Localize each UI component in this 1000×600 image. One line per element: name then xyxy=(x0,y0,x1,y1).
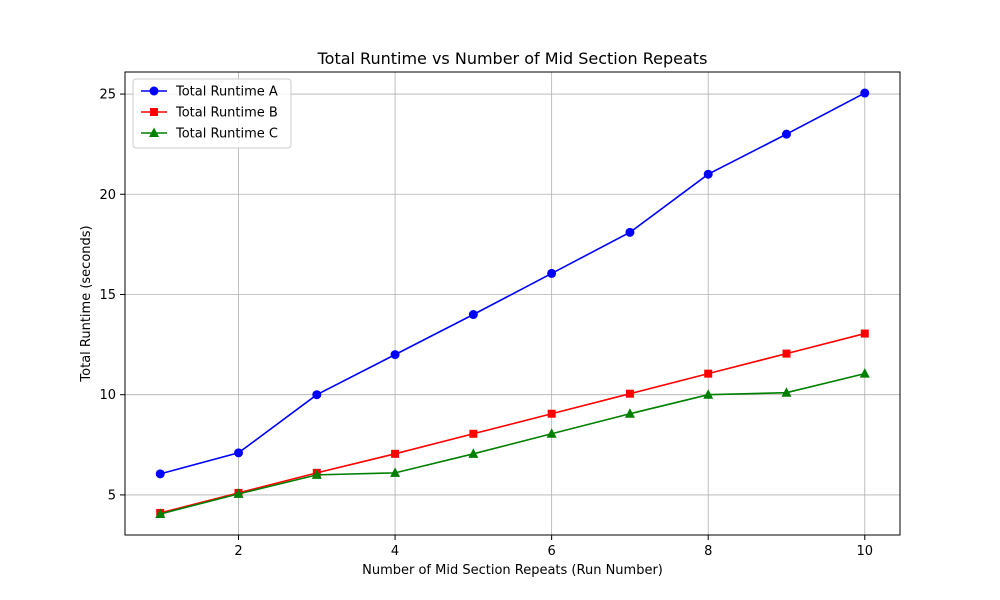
legend-label: Total Runtime A xyxy=(175,85,278,100)
y-tick-label: 15 xyxy=(99,288,116,303)
data-point xyxy=(625,227,635,237)
data-point xyxy=(390,467,401,477)
data-point xyxy=(781,387,792,397)
x-axis-label: Number of Mid Section Repeats (Run Numbe… xyxy=(362,563,663,578)
data-point xyxy=(469,429,478,438)
legend-item: Total Runtime A xyxy=(141,85,278,100)
data-point xyxy=(703,169,713,179)
x-tick-label: 10 xyxy=(856,544,873,559)
data-point xyxy=(782,349,791,358)
series-line xyxy=(160,332,865,514)
data-point xyxy=(311,469,322,479)
data-point xyxy=(233,488,244,498)
legend-item: Total Runtime C xyxy=(141,127,278,142)
data-point xyxy=(155,469,165,479)
series-3 xyxy=(155,368,870,518)
grid xyxy=(125,72,900,535)
series-1 xyxy=(155,88,870,479)
chart-title: Total Runtime vs Number of Mid Section R… xyxy=(317,49,708,68)
y-axis-label: Total Runtime (seconds) xyxy=(79,225,94,382)
data-point xyxy=(624,408,635,418)
data-point xyxy=(781,129,791,139)
data-point xyxy=(703,389,714,399)
data-point xyxy=(468,310,478,320)
x-tick-label: 2 xyxy=(234,544,242,559)
data-point xyxy=(860,88,870,98)
data-point xyxy=(234,448,244,458)
data-point xyxy=(704,369,713,378)
data-point xyxy=(468,448,479,458)
y-tick-label: 5 xyxy=(108,488,116,503)
legend-marker xyxy=(149,127,159,137)
data-point xyxy=(155,508,166,518)
legend-item: Total Runtime B xyxy=(141,106,278,121)
data-point xyxy=(625,389,634,398)
data-point xyxy=(859,368,870,378)
data-point xyxy=(391,449,400,458)
legend-marker xyxy=(149,86,159,96)
data-point xyxy=(547,268,557,278)
legend-box xyxy=(132,78,292,149)
series-line xyxy=(160,92,866,475)
data-point xyxy=(547,409,556,418)
series-line xyxy=(160,372,865,515)
legend: Total Runtime A Total Runtime B Total Runt… xyxy=(132,78,292,149)
y-tick-label: 25 xyxy=(99,88,116,103)
series-lines xyxy=(155,88,870,518)
data-point xyxy=(860,329,869,338)
x-tick-label: 4 xyxy=(391,544,399,559)
axis-ticks: 2 4 6 8 10 5 10 15 20 25 xyxy=(99,88,873,559)
x-tick-label: 8 xyxy=(704,544,712,559)
legend-marker xyxy=(150,108,158,116)
legend-label: Total Runtime C xyxy=(175,127,278,142)
legend-label: Total Runtime B xyxy=(175,106,278,121)
data-point xyxy=(546,428,557,438)
x-tick-label: 6 xyxy=(548,544,556,559)
y-tick-label: 20 xyxy=(99,188,116,203)
y-tick-label: 10 xyxy=(99,388,116,403)
data-point xyxy=(312,390,322,400)
plot-area-frame xyxy=(124,71,901,536)
data-point xyxy=(390,350,400,360)
